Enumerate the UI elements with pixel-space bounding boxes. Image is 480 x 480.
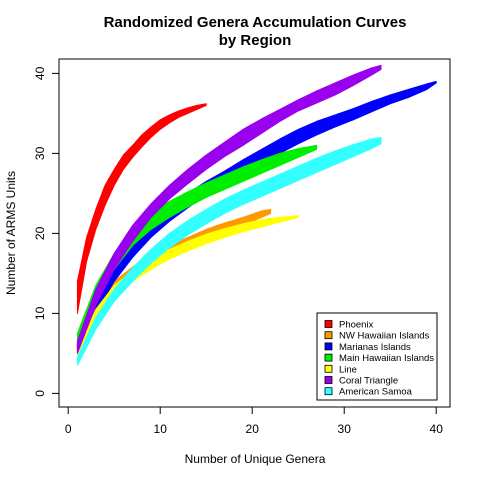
chart-title-line-1: Randomized Genera Accumulation Curves	[104, 14, 407, 31]
y-axis-label: Number of ARMS Units	[4, 171, 18, 295]
legend-label-line: Line	[339, 364, 357, 375]
x-tick-label: 30	[338, 422, 352, 436]
legend-swatch-main-hawaiian-islands	[325, 354, 332, 361]
legend-swatch-nw-hawaiian-islands	[325, 332, 332, 339]
y-tick-label: 30	[33, 146, 47, 160]
chart-title-line-2: by Region	[219, 32, 292, 49]
x-axis-label: Number of Unique Genera	[185, 452, 326, 466]
x-tick-label: 20	[246, 422, 260, 436]
legend-label-american-samoa: American Samoa	[339, 387, 413, 398]
legend-swatch-line	[325, 365, 332, 372]
legend-label-phoenix: Phoenix	[339, 320, 374, 331]
legend-swatch-marianas-islands	[325, 343, 332, 350]
legend-swatch-phoenix	[325, 321, 332, 328]
legend-swatch-american-samoa	[325, 388, 332, 395]
y-axis: 0 10 20 30 40	[33, 66, 59, 396]
y-tick-label: 0	[33, 390, 47, 397]
y-tick-label: 20	[33, 226, 47, 240]
legend-label-main-hawaiian-islands: Main Hawaiian Islands	[339, 353, 434, 364]
x-tick-label: 0	[65, 422, 72, 436]
legend-label-marianas-islands: Marianas Islands	[339, 342, 411, 353]
legend-swatch-coral-triangle	[325, 377, 332, 384]
legend-label-nw-hawaiian-islands: NW Hawaiian Islands	[339, 331, 430, 342]
x-tick-label: 40	[430, 422, 444, 436]
x-tick-label: 10	[154, 422, 168, 436]
y-tick-label: 10	[33, 306, 47, 320]
y-tick-label: 40	[33, 66, 47, 80]
x-axis: 0 10 20 30 40	[65, 407, 443, 436]
legend-label-coral-triangle: Coral Triangle	[339, 376, 398, 387]
